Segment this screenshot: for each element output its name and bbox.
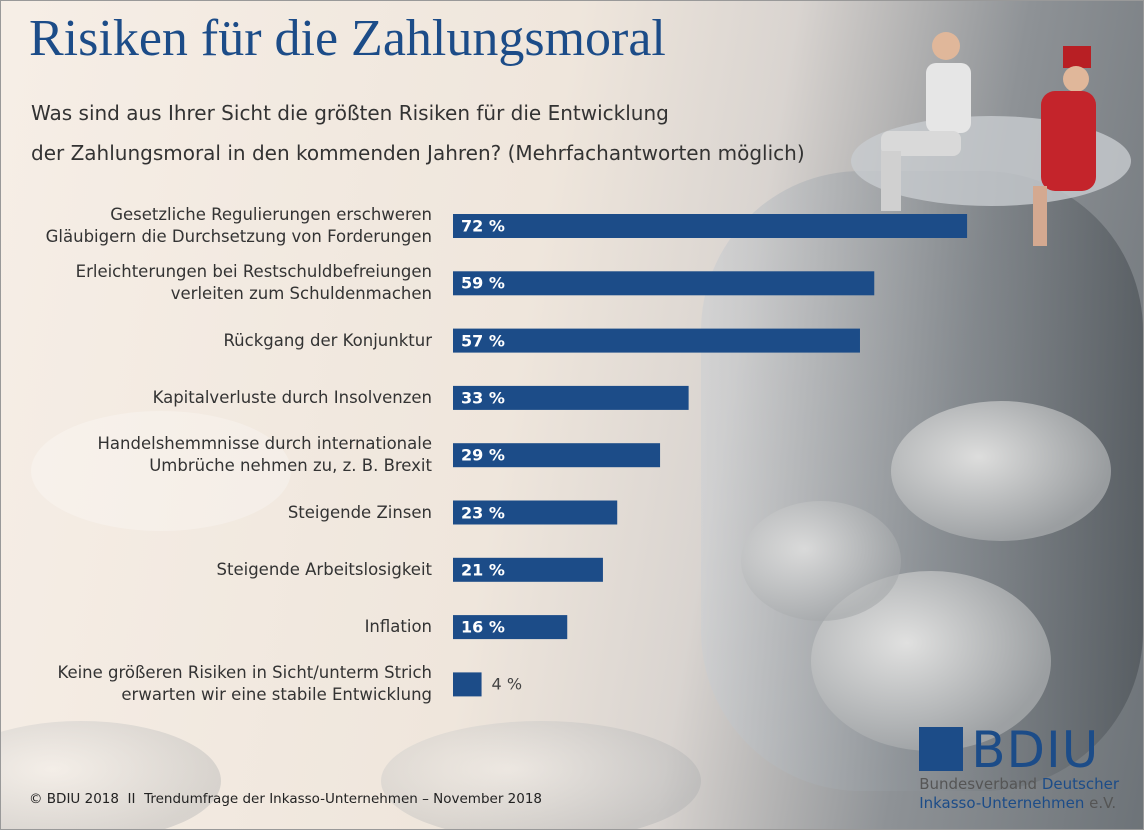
category-label: Handelshemmnisse durch internationale Um…: [97, 434, 432, 476]
value-label: 57 %: [461, 331, 505, 351]
coin: [381, 721, 701, 829]
category-label: Kapitalverluste durch Insolvenzen: [152, 387, 432, 407]
category-label: Steigende Zinsen: [287, 502, 432, 522]
category-label: Steigende Arbeitslosigkeit: [216, 559, 432, 579]
value-label: 72 %: [461, 216, 505, 236]
value-label: 29 %: [461, 445, 505, 465]
category-label: Erleichterungen bei Restschuldbefreiunge…: [75, 262, 432, 304]
logo-text: BDIU: [971, 721, 1100, 779]
bar: [453, 271, 875, 296]
category-label: Keine größeren Risiken in Sicht/unterm S…: [57, 663, 432, 705]
coin: [741, 501, 901, 621]
bar: [453, 615, 568, 640]
bar: [453, 214, 968, 238]
coin: [31, 411, 291, 531]
value-label: 16 %: [461, 617, 505, 637]
figurine-woman: [1033, 46, 1096, 246]
value-label: 4 %: [491, 674, 523, 694]
logo-text: Bundesverband: [919, 775, 1038, 793]
category-label: Gesetzliche Regulierungen erschweren Glä…: [45, 205, 432, 246]
bar: [453, 500, 618, 525]
logo-wordmark: BDIU: [919, 725, 1119, 775]
logo-icon: [919, 727, 964, 771]
logo-line: Inkasso-Unternehmen e.V.: [919, 794, 1119, 813]
logo-text: e.V.: [1089, 794, 1117, 812]
logo: BDIU Bundesverband Deutscher Inkasso-Unt…: [919, 725, 1119, 813]
bar: [453, 443, 661, 468]
value-label: 33 %: [461, 388, 505, 408]
coin: [1, 721, 221, 829]
value-label: 23 %: [461, 503, 505, 522]
category-label: Inflation: [364, 617, 432, 637]
bar: [453, 385, 689, 410]
source-note: © BDIU 2018 II Trendumfrage der Inkasso-…: [29, 791, 543, 807]
bar: [453, 672, 482, 697]
coin: [811, 571, 1051, 751]
category-label: Rückgang der Konjunktur: [223, 330, 432, 350]
figurine-man: [881, 32, 971, 211]
logo-line: Bundesverband Deutscher: [919, 775, 1119, 794]
chart-subtitle: Was sind aus Ihrer Sicht die größten Ris…: [31, 101, 805, 165]
bar: [453, 557, 603, 582]
logo-text: Deutscher: [1041, 775, 1119, 793]
value-label: 59 %: [461, 273, 505, 293]
coin: [891, 401, 1111, 541]
value-label: 21 %: [461, 560, 505, 580]
bar: [453, 328, 860, 353]
logo-text: Inkasso-Unternehmen: [919, 794, 1085, 812]
chart-title: Risiken für die Zahlungsmoral: [29, 10, 666, 67]
